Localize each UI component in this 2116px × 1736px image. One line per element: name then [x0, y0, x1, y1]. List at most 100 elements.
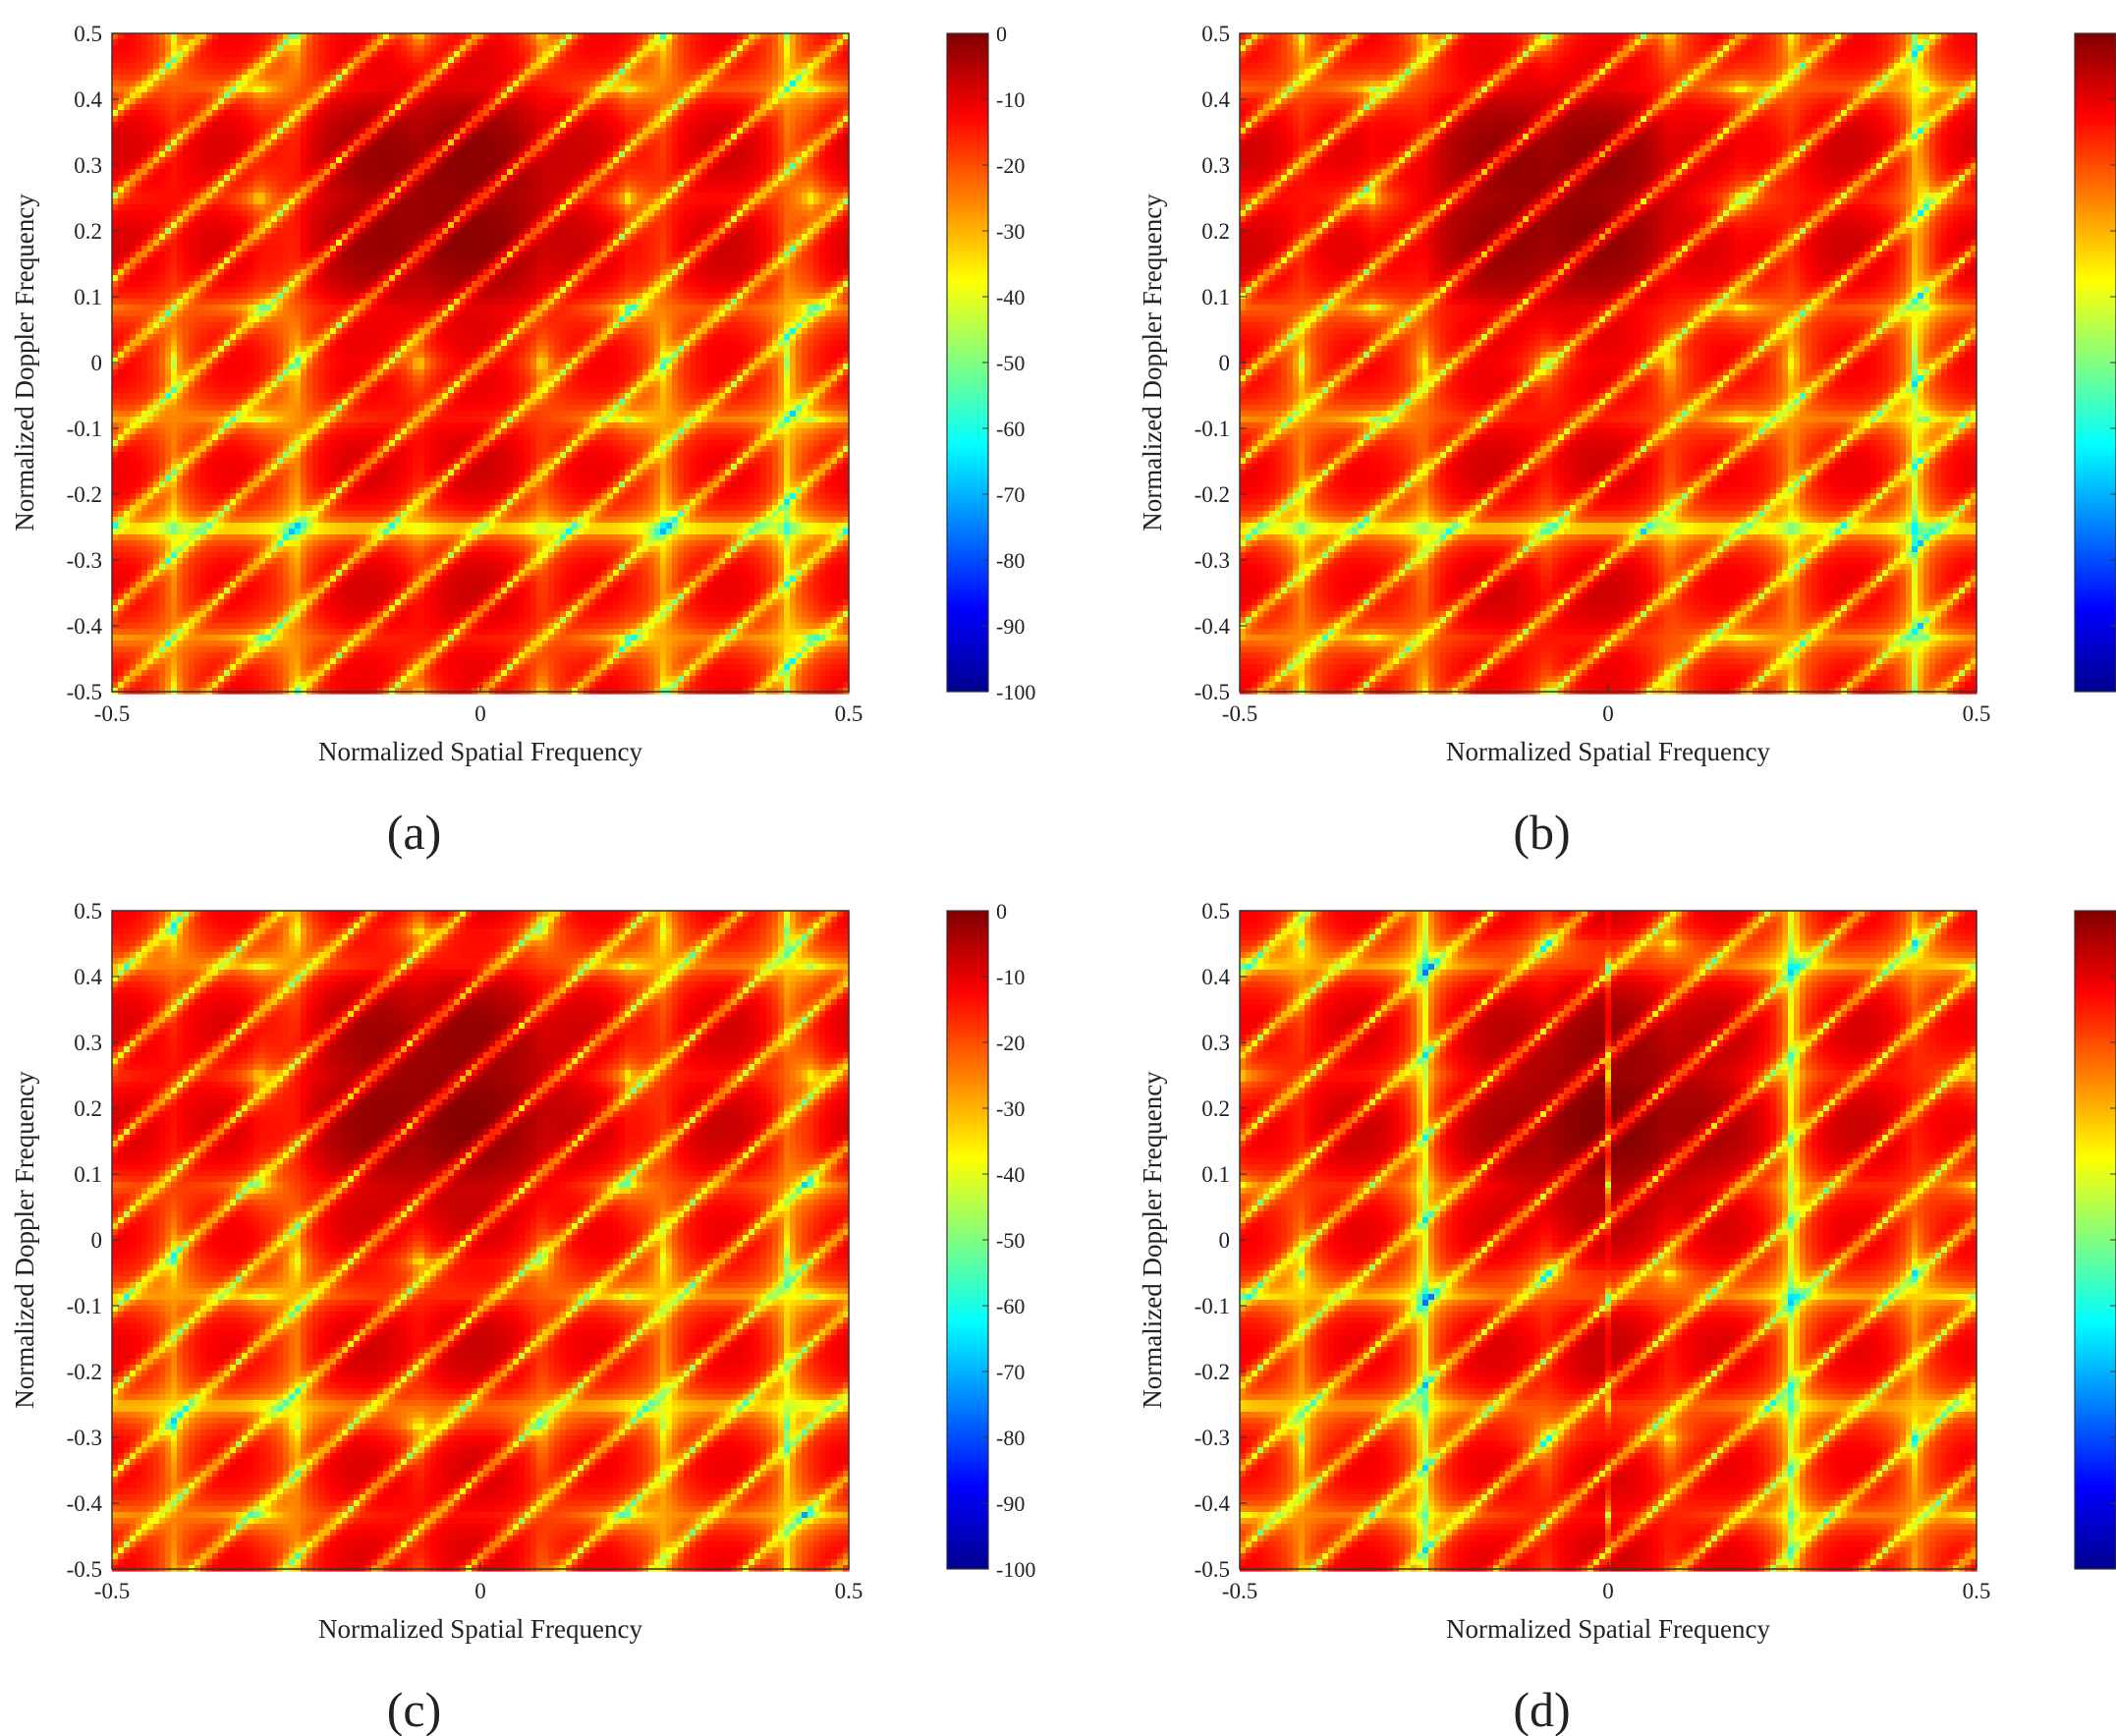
- heatmap-cell: [348, 128, 355, 135]
- heatmap-cell: [666, 45, 673, 52]
- heatmap-cell: [377, 193, 384, 199]
- heatmap-cell: [513, 63, 520, 70]
- heatmap-cell: [289, 169, 296, 176]
- heatmap-cell: [807, 181, 814, 188]
- heatmap-cell: [224, 51, 231, 58]
- heatmap-cell: [283, 181, 290, 188]
- heatmap-cell: [289, 116, 296, 123]
- heatmap-cell: [236, 45, 243, 52]
- heatmap-cell: [218, 51, 225, 58]
- heatmap-cell: [301, 75, 307, 82]
- heatmap-cell: [466, 128, 473, 135]
- heatmap-cell: [330, 86, 337, 93]
- heatmap-cell: [336, 98, 343, 105]
- heatmap-cell: [813, 187, 820, 194]
- heatmap-cell: [519, 63, 526, 70]
- heatmap-cell: [212, 140, 219, 146]
- heatmap-cell: [743, 128, 750, 135]
- heatmap-cell: [542, 151, 549, 158]
- heatmap-cell: [660, 75, 667, 82]
- heatmap-cell: [295, 187, 302, 194]
- heatmap-cell: [749, 69, 755, 76]
- heatmap-cell: [342, 110, 349, 117]
- heatmap-cell: [731, 145, 738, 152]
- heatmap-cell: [772, 187, 779, 194]
- heatmap-cell: [542, 169, 549, 176]
- heatmap-cell: [772, 51, 779, 58]
- heatmap-cell: [424, 51, 431, 58]
- heatmap-cell: [306, 104, 313, 111]
- heatmap-cell: [725, 75, 732, 82]
- heatmap-cell: [737, 128, 744, 135]
- heatmap-cell: [141, 175, 148, 182]
- heatmap-cell: [807, 175, 814, 182]
- heatmap-cell: [301, 140, 307, 146]
- heatmap-cell: [554, 151, 561, 158]
- heatmap-cell: [536, 51, 543, 58]
- heatmap-cell: [295, 181, 302, 188]
- heatmap-cell: [324, 140, 331, 146]
- heatmap-cell: [684, 110, 691, 117]
- heatmap-cell: [754, 145, 761, 152]
- heatmap-cell: [342, 175, 349, 182]
- heatmap-cell: [707, 128, 714, 135]
- heatmap-cell: [489, 69, 496, 76]
- heatmap-cell: [389, 181, 396, 188]
- heatmap-cell: [259, 157, 266, 164]
- heatmap-cell: [654, 104, 661, 111]
- heatmap-cell: [584, 187, 590, 194]
- heatmap-cell: [466, 92, 473, 99]
- heatmap-cell: [401, 39, 408, 46]
- heatmap-cell: [383, 128, 390, 135]
- heatmap-cell: [389, 151, 396, 158]
- heatmap-cell: [354, 157, 361, 164]
- heatmap-cell: [377, 51, 384, 58]
- heatmap-cell: [701, 98, 708, 105]
- heatmap-cell: [118, 51, 125, 58]
- heatmap-cell: [283, 151, 290, 158]
- heatmap-cell: [301, 181, 307, 188]
- heatmap-cell: [153, 169, 160, 176]
- heatmap-cell: [177, 128, 184, 135]
- heatmap-cell: [283, 98, 290, 105]
- heatmap-cell: [796, 163, 803, 170]
- heatmap-cell: [301, 157, 307, 164]
- heatmap-cell: [271, 69, 278, 76]
- heatmap-cell: [501, 145, 508, 152]
- heatmap-cell: [195, 92, 201, 99]
- heatmap-cell: [454, 134, 461, 140]
- heatmap-cell: [318, 175, 325, 182]
- heatmap-cell: [413, 57, 419, 64]
- heatmap-cell: [530, 39, 537, 46]
- heatmap-cell: [318, 45, 325, 52]
- heatmap-cell: [513, 163, 520, 170]
- heatmap-cell: [189, 128, 195, 135]
- heatmap-cell: [784, 140, 791, 146]
- heatmap-cell: [301, 110, 307, 117]
- heatmap-cell: [725, 69, 732, 76]
- heatmap-cell: [454, 140, 461, 146]
- heatmap-cell: [713, 98, 720, 105]
- heatmap-cell: [754, 45, 761, 52]
- heatmap-cell: [136, 116, 142, 123]
- heatmap-cell: [737, 157, 744, 164]
- heatmap-cell: [206, 110, 213, 117]
- heatmap-cell: [230, 33, 237, 40]
- heatmap-cell: [625, 169, 632, 176]
- heatmap-cell: [454, 181, 461, 188]
- heatmap-cell: [637, 86, 643, 93]
- heatmap-cell: [807, 81, 814, 87]
- heatmap-cell: [141, 92, 148, 99]
- heatmap-cell: [696, 181, 702, 188]
- heatmap-cell: [306, 128, 313, 135]
- heatmap-cell: [784, 81, 791, 87]
- heatmap-cell: [118, 193, 125, 199]
- heatmap-cell: [637, 116, 643, 123]
- heatmap-cell: [666, 140, 673, 146]
- heatmap-cell: [731, 98, 738, 105]
- heatmap-cell: [324, 33, 331, 40]
- heatmap-cell: [218, 45, 225, 52]
- heatmap-cell: [642, 145, 649, 152]
- heatmap-cell: [601, 128, 608, 135]
- heatmap-cell: [118, 128, 125, 135]
